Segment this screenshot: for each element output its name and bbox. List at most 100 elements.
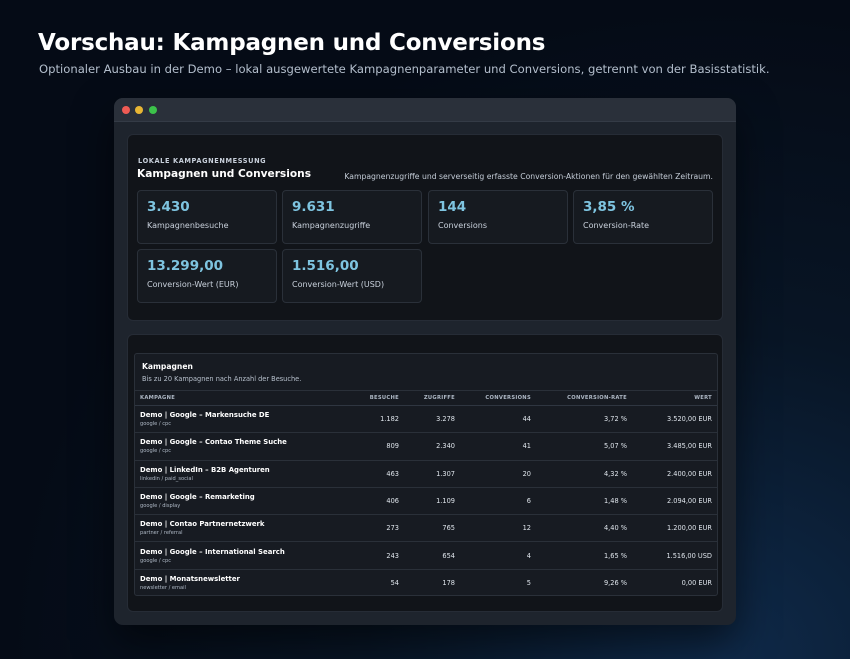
cell-campaign: Demo | Contao Partnernetzwerk partner / r…: [135, 514, 331, 543]
table-row[interactable]: Demo | LinkedIn – B2B Agenturen linkedin …: [135, 460, 717, 488]
campaign-name: Demo | Contao Partnernetzwerk: [140, 520, 265, 529]
campaign-table-panel: Kampagnen Bis zu 20 Kampagnen nach Anzah…: [127, 334, 723, 612]
column-header-conversions[interactable]: CONVERSIONS: [460, 390, 536, 406]
table-title: Kampagnen: [142, 362, 193, 371]
kpi-value: 13.299,00: [147, 258, 224, 274]
cell-value: 0,00 EUR: [681, 579, 712, 588]
table-header-row: KAMPAGNE BESUCHE ZUGRIFFE CONVERSIONS CO…: [135, 390, 717, 406]
cell-conversion-rate: 9,26 %: [603, 579, 627, 588]
cell-conversion-rate: 1,65 %: [536, 541, 632, 570]
cell-value: 2.400,00 EUR: [632, 460, 717, 488]
page-subtitle: Optionaler Ausbau in der Demo – lokal au…: [39, 62, 770, 76]
cell-visits: 1.182: [331, 405, 404, 434]
kpi-label: Conversion-Wert (EUR): [147, 280, 239, 289]
maximize-window-icon[interactable]: [149, 106, 157, 114]
cell-visits: 243: [331, 541, 404, 570]
cell-campaign: Demo | Google – Remarketing google / disp…: [135, 487, 331, 516]
kpi-value: 1.516,00: [292, 258, 359, 274]
cell-hits: 2.340: [404, 432, 460, 461]
cell-conversions: 4: [460, 541, 536, 570]
campaign-summary-panel: LOKALE KAMPAGNENMESSUNG Kampagnen und Co…: [127, 134, 723, 321]
table-row[interactable]: Demo | Google – Remarketing google / disp…: [135, 487, 717, 516]
kpi-card-campaign-hits: 9.631 Kampagnenzugriffe: [282, 190, 422, 244]
cell-conversions: 12: [460, 514, 536, 543]
table-row[interactable]: Demo | Contao Partnernetzwerk partner / r…: [135, 514, 717, 543]
cell-hits: 3.278: [404, 405, 460, 434]
minimize-window-icon[interactable]: [135, 106, 143, 114]
cell-value: 3.485,00 EUR: [632, 432, 717, 461]
campaign-source: linkedin / paid_social: [140, 475, 193, 482]
campaign-name: Demo | Google – Remarketing: [140, 493, 255, 502]
summary-description: Kampagnenzugriffe und serverseitig erfas…: [344, 172, 713, 181]
table-subtitle: Bis zu 20 Kampagnen nach Anzahl der Besu…: [142, 375, 302, 383]
browser-window: LOKALE KAMPAGNENMESSUNG Kampagnen und Co…: [114, 98, 736, 625]
campaign-source: partner / referral: [140, 530, 183, 537]
kpi-label: Conversion-Rate: [583, 221, 650, 230]
campaign-source: google / cpc: [140, 421, 172, 428]
campaign-name: Demo | Google – Contao Theme Suche: [140, 438, 287, 447]
summary-title: Kampagnen und Conversions: [137, 168, 311, 180]
cell-value: 1.516,00 USD: [632, 541, 717, 570]
table-body: Demo | Google – Markensuche DE google / c…: [135, 405, 717, 597]
kpi-value: 9.631: [292, 199, 335, 215]
campaign-source: newsletter / email: [140, 585, 186, 592]
table-row[interactable]: Demo | Monatsnewsletter newsletter / emai…: [135, 569, 717, 596]
table-row[interactable]: Demo | Google – International Search goog…: [135, 541, 717, 570]
cell-conversions: 44: [460, 405, 536, 434]
cell-visits: 273: [331, 514, 404, 543]
campaign-name: Demo | Monatsnewsletter: [140, 575, 240, 584]
cell-conversions: 20: [460, 460, 536, 488]
kpi-label: Conversions: [438, 221, 488, 230]
cell-hits: 1.307: [404, 460, 460, 488]
kpi-label: Kampagnenbesuche: [147, 221, 229, 230]
cell-value: 2.094,00 EUR: [632, 487, 717, 516]
kpi-value: 144: [438, 199, 467, 215]
cell-visits: 406: [331, 487, 404, 516]
table-row[interactable]: Demo | Google – Markensuche DE google / c…: [135, 405, 717, 434]
kpi-card-conversion-rate: 3,85 % Conversion-Rate: [573, 190, 713, 244]
cell-hits: 765: [404, 514, 460, 543]
column-header-value[interactable]: WERT: [632, 390, 717, 406]
cell-conversion-rate: 3,72 %: [536, 405, 632, 434]
cell-conversions: 5: [526, 579, 531, 588]
cell-hits: 1.109: [404, 487, 460, 516]
column-header-conversion-rate[interactable]: CONVERSION-RATE: [536, 390, 632, 406]
campaign-source: google / cpc: [140, 448, 172, 455]
table-row[interactable]: Demo | Google – Contao Theme Suche google…: [135, 432, 717, 461]
kpi-label: Kampagnenzugriffe: [292, 221, 371, 230]
page-title: Vorschau: Kampagnen und Conversions: [38, 30, 546, 56]
column-header-campaign[interactable]: KAMPAGNE: [135, 390, 331, 406]
cell-visits: 54: [390, 579, 399, 588]
campaign-source: google / cpc: [140, 557, 172, 564]
cell-campaign: Demo | Monatsnewsletter newsletter / emai…: [135, 569, 331, 596]
campaign-name: Demo | LinkedIn – B2B Agenturen: [140, 465, 270, 474]
campaign-source: google / display: [140, 503, 181, 510]
cell-conversion-rate: 4,40 %: [536, 514, 632, 543]
campaign-name: Demo | Google – Markensuche DE: [140, 411, 270, 420]
cell-visits: 463: [331, 460, 404, 488]
cell-conversions: 6: [460, 487, 536, 516]
cell-campaign: Demo | Google – Markensuche DE google / c…: [135, 405, 331, 434]
cell-hits: 654: [404, 541, 460, 570]
window-titlebar: [114, 98, 736, 122]
cell-conversion-rate: 1,48 %: [536, 487, 632, 516]
cell-hits: 178: [442, 579, 455, 588]
campaign-name: Demo | Google – International Search: [140, 547, 285, 556]
kpi-value: 3,85 %: [583, 199, 635, 215]
cell-conversion-rate: 5,07 %: [536, 432, 632, 461]
kpi-card-conversions: 144 Conversions: [428, 190, 568, 244]
column-header-hits[interactable]: ZUGRIFFE: [404, 390, 460, 406]
cell-conversions: 41: [460, 432, 536, 461]
kpi-card-campaign-visits: 3.430 Kampagnenbesuche: [137, 190, 277, 244]
column-header-visits[interactable]: BESUCHE: [331, 390, 404, 406]
kpi-card-conversion-value-usd: 1.516,00 Conversion-Wert (USD): [282, 249, 422, 303]
kpi-card-conversion-value-eur: 13.299,00 Conversion-Wert (EUR): [137, 249, 277, 303]
campaign-table: KAMPAGNE BESUCHE ZUGRIFFE CONVERSIONS CO…: [135, 390, 717, 597]
campaign-table-card: Kampagnen Bis zu 20 Kampagnen nach Anzah…: [134, 353, 718, 596]
cell-value: 1.200,00 EUR: [632, 514, 717, 543]
cell-value: 3.520,00 EUR: [632, 405, 717, 434]
close-window-icon[interactable]: [122, 106, 130, 114]
kpi-label: Conversion-Wert (USD): [292, 280, 385, 289]
cell-campaign: Demo | LinkedIn – B2B Agenturen linkedin …: [135, 460, 331, 488]
cell-visits: 809: [331, 432, 404, 461]
